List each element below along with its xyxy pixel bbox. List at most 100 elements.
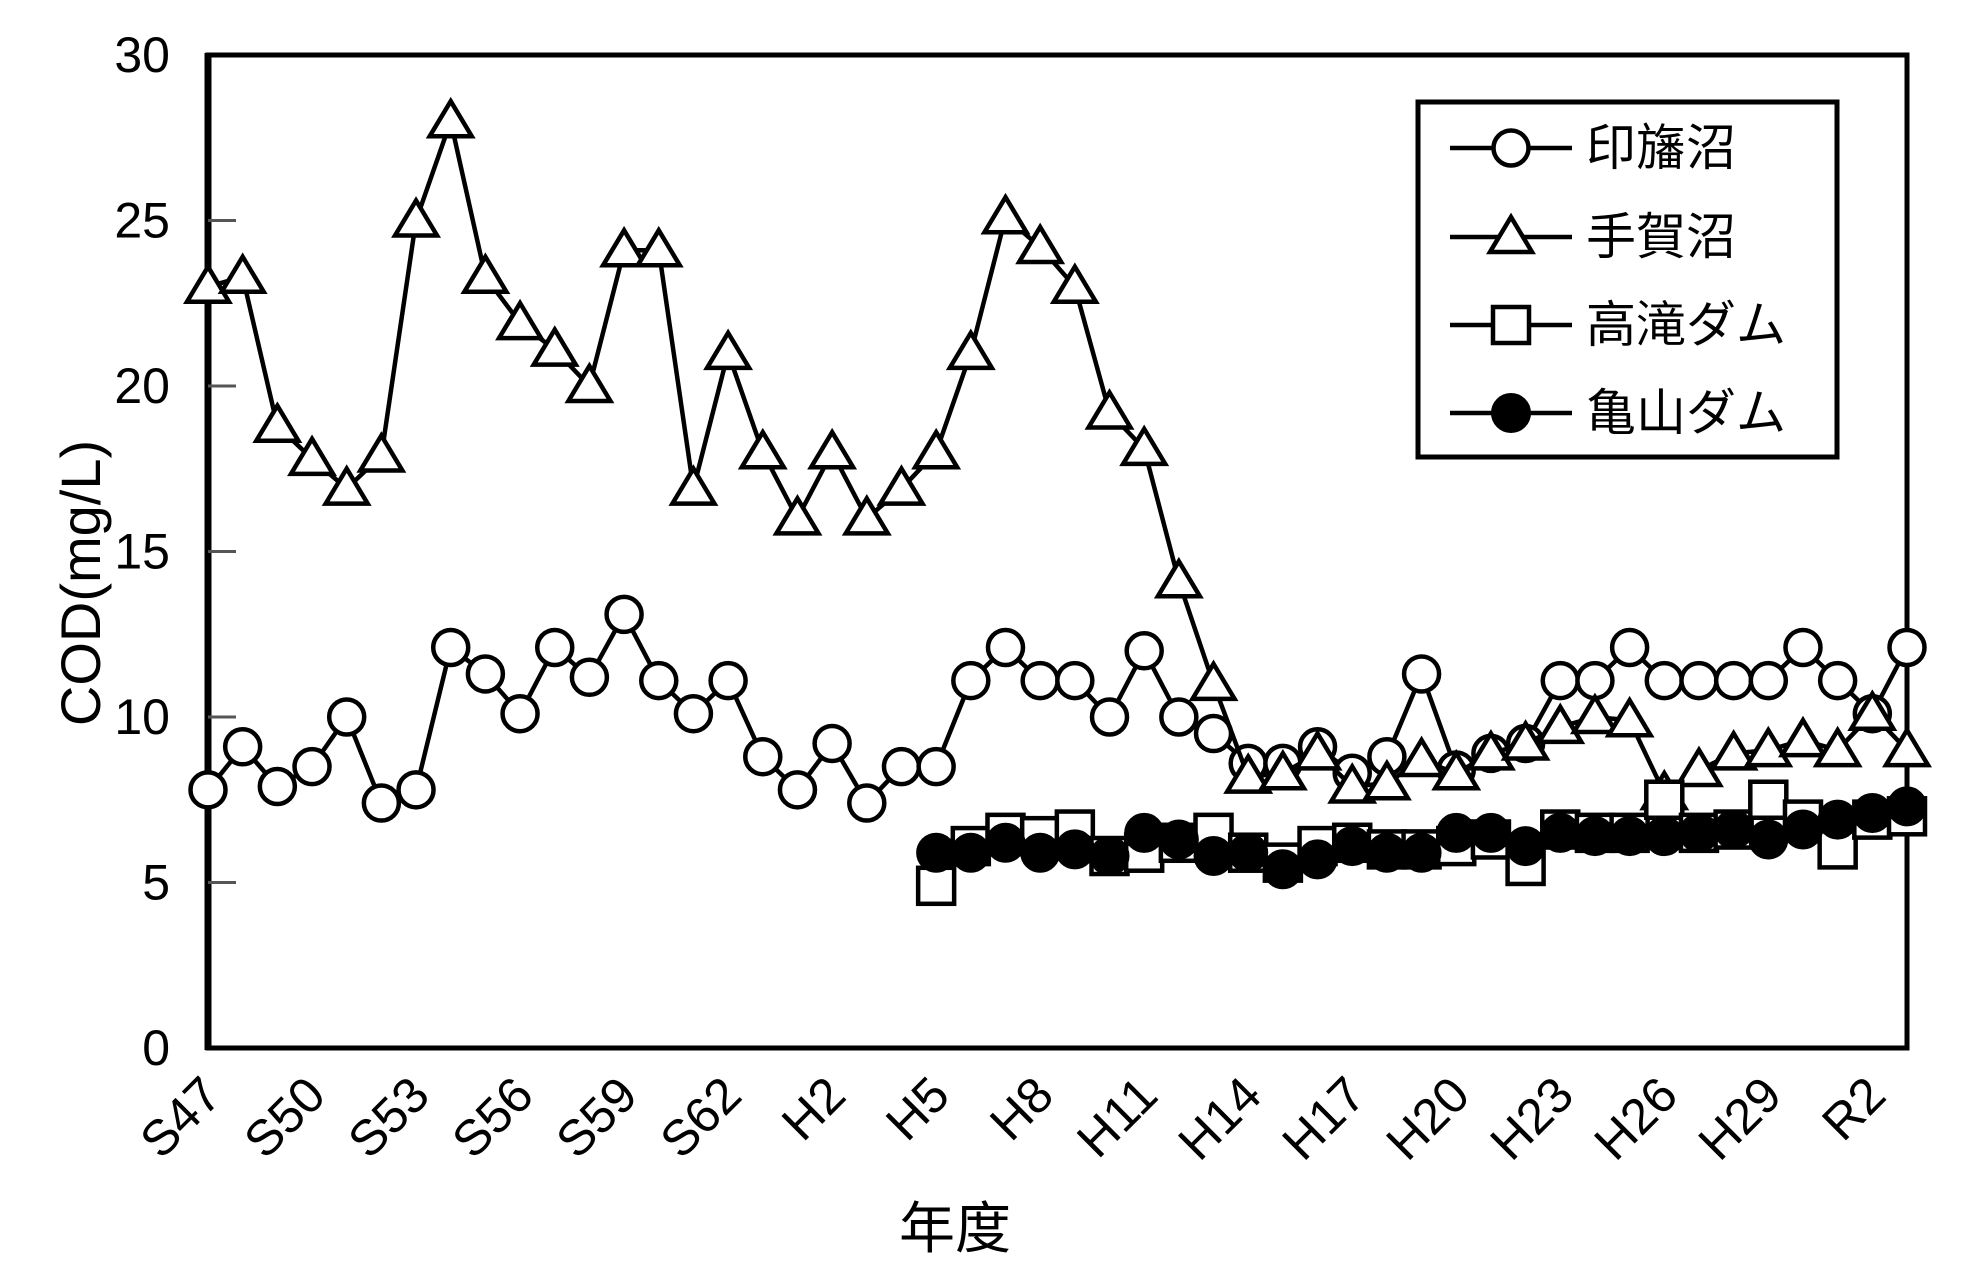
open-triangle-marker: [356, 431, 407, 473]
open-triangle-marker: [633, 225, 684, 268]
open-circle-marker: [1401, 654, 1442, 694]
open-circle-marker: [326, 697, 367, 737]
open-square-marker: [1817, 829, 1858, 870]
x-tick-label: H11: [1066, 1066, 1168, 1168]
open-square-marker: [1490, 304, 1532, 346]
open-triangle-marker: [425, 96, 476, 139]
filled-circle-marker: [1158, 819, 1199, 860]
filled-circle-marker: [1054, 829, 1095, 870]
open-triangle-marker: [1292, 729, 1343, 771]
open-triangle-marker: [807, 427, 858, 470]
x-tick-label: S53: [337, 1066, 440, 1169]
filled-circle-marker: [1470, 812, 1511, 853]
open-circle-marker: [1713, 660, 1754, 701]
legend-label: 手賀沼: [1586, 209, 1736, 265]
open-triangle-marker: [876, 464, 927, 506]
series-3: [916, 786, 1927, 890]
filled-circle-marker: [950, 832, 991, 873]
open-circle-marker: [1783, 627, 1823, 668]
filled-circle-marker: [1748, 819, 1789, 860]
open-circle-marker: [1089, 697, 1130, 737]
open-triangle-marker: [911, 427, 962, 470]
open-triangle-marker: [529, 325, 580, 367]
open-circle-marker: [1055, 660, 1095, 701]
x-tick-label: H2: [771, 1066, 856, 1151]
open-triangle-marker: [1257, 748, 1308, 791]
open-circle-marker: [916, 746, 956, 787]
series-1: [183, 96, 1932, 811]
open-triangle-marker: [1778, 715, 1828, 758]
open-triangle-marker: [980, 192, 1031, 235]
legend-item-2: 高滝ダム: [1450, 297, 1786, 353]
x-tick-label: H23: [1480, 1066, 1584, 1170]
open-circle-marker: [465, 654, 506, 694]
open-circle-marker: [188, 770, 228, 810]
filled-circle-marker: [1124, 812, 1165, 853]
open-circle-marker: [1159, 697, 1199, 737]
y-tick-label: 15: [114, 524, 170, 580]
open-circle-marker: [1644, 660, 1685, 701]
open-triangle-marker: [321, 464, 372, 506]
y-tick-label: 20: [114, 358, 170, 414]
open-triangle-marker: [1569, 692, 1620, 735]
open-triangle-marker: [1015, 222, 1066, 265]
legend-label: 印旛沼: [1586, 120, 1736, 176]
x-tick-label: H29: [1688, 1066, 1792, 1170]
y-tick-label: 10: [114, 689, 170, 745]
open-circle-marker: [812, 723, 852, 764]
x-tick-label: R2: [1811, 1066, 1896, 1151]
open-circle-marker: [1887, 627, 1927, 668]
open-circle-marker: [361, 783, 402, 823]
open-triangle-marker: [737, 427, 788, 470]
open-triangle-marker: [391, 196, 442, 238]
filled-circle-marker: [1297, 839, 1338, 880]
legend-border: [1415, 99, 1840, 460]
x-tick-label: S62: [649, 1066, 752, 1169]
filled-circle-marker: [1332, 826, 1373, 867]
open-circle-marker: [1124, 631, 1164, 671]
open-circle-marker: [257, 766, 298, 807]
open-triangle-marker: [1084, 388, 1135, 430]
legend-label: 亀山ダム: [1586, 385, 1786, 441]
open-circle-marker: [1817, 660, 1858, 701]
open-triangle-marker: [1882, 725, 1932, 768]
open-circle-marker: [639, 660, 679, 701]
open-circle-marker: [1748, 660, 1789, 701]
open-circle-marker: [569, 657, 610, 698]
open-circle-marker: [708, 660, 748, 701]
filled-circle-marker: [985, 822, 1026, 863]
open-triangle-marker: [841, 494, 892, 536]
y-tick-label: 30: [114, 27, 170, 83]
open-circle-marker: [777, 770, 818, 810]
filled-circle-marker: [916, 832, 957, 873]
x-tick-label: S59: [545, 1066, 648, 1169]
open-triangle-marker: [564, 361, 615, 404]
open-square-marker: [1748, 779, 1789, 820]
open-circle-marker: [430, 627, 471, 668]
open-triangle-marker: [599, 225, 650, 268]
x-axis-title: 年度: [899, 1197, 1011, 1260]
filled-circle-marker: [1540, 812, 1581, 853]
open-circle-marker: [500, 693, 540, 734]
open-triangle-marker: [1708, 729, 1759, 771]
open-circle-marker: [951, 660, 991, 701]
x-tick-label: H26: [1584, 1066, 1688, 1170]
filled-circle-marker: [1505, 826, 1546, 867]
open-triangle-marker: [1604, 695, 1655, 738]
x-tick-label: H17: [1272, 1066, 1376, 1170]
x-tick-label: S56: [441, 1066, 544, 1169]
filled-circle-marker: [1852, 792, 1893, 833]
filled-circle-marker: [1817, 799, 1858, 840]
open-circle-marker: [534, 627, 575, 668]
open-circle-marker: [985, 627, 1026, 668]
x-tick-label: H5: [875, 1066, 960, 1151]
open-triangle-marker: [1188, 659, 1239, 702]
open-square-marker: [1644, 779, 1685, 820]
open-circle-marker: [881, 746, 922, 787]
x-tick-label: S50: [233, 1066, 336, 1169]
open-triangle-marker: [703, 328, 754, 371]
open-triangle-marker: [1327, 762, 1378, 804]
